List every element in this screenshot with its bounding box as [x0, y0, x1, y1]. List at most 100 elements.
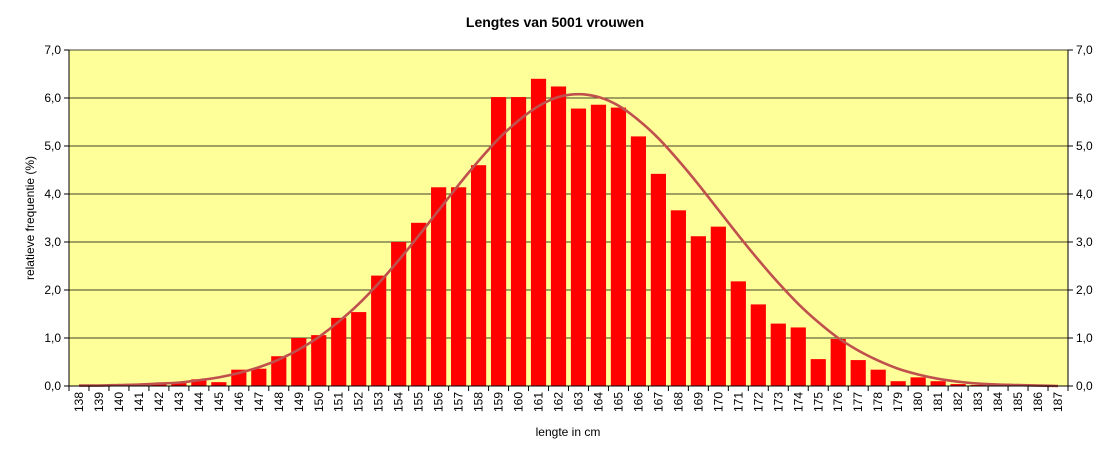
x-axis-title: lengte in cm	[536, 425, 601, 439]
bar	[790, 327, 806, 386]
x-tick-label: 151	[332, 392, 346, 412]
y-tick-label-left: 6,0	[44, 91, 61, 105]
bar	[910, 377, 926, 386]
x-tick-label: 161	[532, 392, 546, 412]
y-tick-label-left: 3,0	[44, 235, 61, 249]
x-tick-label: 165	[611, 392, 625, 412]
x-tick-label: 141	[132, 392, 146, 412]
plot-area	[69, 50, 1068, 386]
x-tick-label: 142	[152, 392, 166, 412]
bar	[530, 78, 547, 387]
bar	[890, 381, 906, 386]
y-tick-label-left: 7,0	[44, 43, 61, 57]
x-tick-label: 153	[372, 392, 386, 412]
tick-labels: 0,0 0,0 1,0 1,0 2,0 2,0 3,0 3,0 4,0 4,0 5,0 5,0 6,0 6…	[44, 43, 1093, 412]
x-tick-label: 183	[971, 392, 985, 412]
y-tick-label-left: 5,0	[44, 139, 61, 153]
y-tick-label-right: 1,0	[1076, 331, 1093, 345]
x-tick-label: 180	[911, 392, 925, 412]
bar	[550, 86, 567, 386]
x-tick-label: 150	[312, 392, 326, 412]
x-tick-label: 164	[591, 392, 605, 412]
x-tick-label: 179	[891, 392, 905, 412]
x-tick-label: 175	[811, 392, 825, 412]
y-tick-label-right: 4,0	[1076, 187, 1093, 201]
chart-title: Lengtes van 5001 vrouwen	[466, 14, 644, 30]
x-tick-label: 185	[1011, 392, 1025, 412]
x-tick-label: 177	[851, 392, 865, 412]
x-tick-label: 152	[352, 392, 366, 412]
x-tick-label: 171	[731, 392, 745, 412]
bar	[411, 222, 427, 386]
bar	[291, 338, 307, 386]
x-tick-label: 139	[92, 392, 106, 412]
x-tick-label: 154	[392, 392, 406, 412]
bar	[271, 356, 287, 386]
x-tick-label: 167	[651, 392, 665, 412]
x-tick-label: 138	[72, 392, 86, 412]
y-tick-label-right: 2,0	[1076, 283, 1093, 297]
x-tick-label: 156	[432, 392, 446, 412]
x-tick-label: 168	[671, 392, 685, 412]
x-tick-label: 186	[1031, 392, 1045, 412]
y-tick-label-right: 3,0	[1076, 235, 1093, 249]
bar	[391, 242, 407, 386]
bar	[590, 104, 607, 386]
x-tick-label: 173	[771, 392, 785, 412]
y-tick-label-left: 4,0	[44, 187, 61, 201]
x-tick-label: 182	[951, 392, 965, 412]
bars	[91, 78, 1026, 387]
bar	[650, 173, 667, 386]
x-tick-label: 140	[112, 392, 126, 412]
y-tick-label-right: 7,0	[1076, 43, 1093, 57]
bar	[610, 107, 627, 386]
x-tick-label: 144	[192, 392, 206, 412]
x-tick-label: 155	[412, 392, 426, 412]
bar	[850, 360, 866, 386]
bar	[211, 382, 227, 386]
x-tick-label: 159	[492, 392, 506, 412]
bar	[870, 369, 886, 386]
x-tick-label: 146	[232, 392, 246, 412]
y-tick-label-right: 0,0	[1076, 379, 1093, 393]
bar	[690, 236, 706, 386]
x-tick-label: 163	[571, 392, 585, 412]
bar	[331, 317, 347, 386]
bar	[371, 275, 387, 386]
bar	[470, 165, 487, 386]
y-axis-title: relatieve frequentie (%)	[23, 156, 37, 280]
normal-curve-line	[78, 92, 1059, 388]
bar	[630, 136, 647, 386]
bar	[930, 381, 946, 386]
bar	[510, 97, 527, 386]
bar	[730, 281, 746, 386]
x-tick-label: 166	[631, 392, 645, 412]
bar	[770, 323, 786, 386]
fitted-curve	[78, 92, 1059, 388]
bar	[431, 187, 447, 386]
y-tick-label-left: 1,0	[44, 331, 61, 345]
x-tick-label: 160	[512, 392, 526, 412]
bar	[810, 359, 826, 386]
x-tick-label: 181	[931, 392, 945, 412]
x-tick-label: 147	[252, 392, 266, 412]
bar	[670, 210, 686, 386]
x-tick-label: 143	[172, 392, 186, 412]
x-tick-label: 184	[991, 392, 1005, 412]
bar	[351, 312, 367, 386]
x-tick-label: 158	[472, 392, 486, 412]
y-tick-label-right: 6,0	[1076, 91, 1093, 105]
x-tick-label: 169	[691, 392, 705, 412]
bar	[251, 368, 267, 386]
y-tick-label-left: 2,0	[44, 283, 61, 297]
y-tick-label-left: 0,0	[44, 379, 61, 393]
x-tick-label: 174	[791, 392, 805, 412]
bar	[830, 338, 846, 386]
bar	[950, 384, 966, 386]
x-tick-label: 162	[552, 392, 566, 412]
y-tick-label-right: 5,0	[1076, 139, 1093, 153]
bar	[311, 335, 327, 386]
x-tick-label: 187	[1051, 392, 1065, 412]
